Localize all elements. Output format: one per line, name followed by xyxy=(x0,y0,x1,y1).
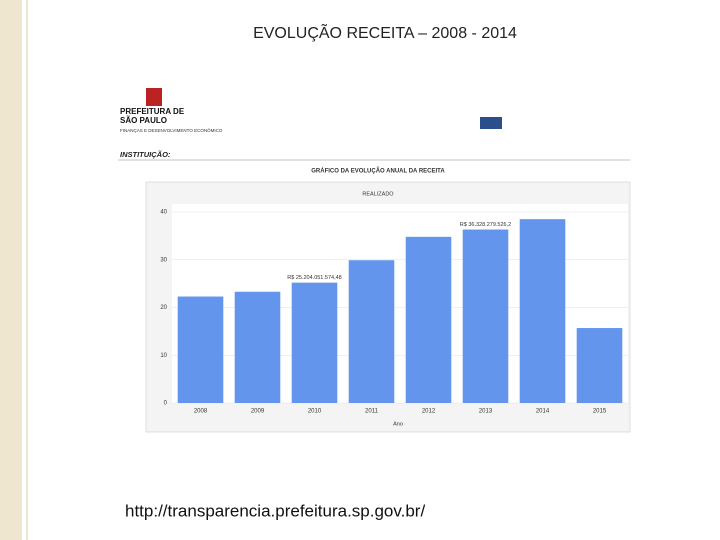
bar xyxy=(519,219,566,403)
x-tick-label: 2010 xyxy=(308,409,322,415)
chart-title: GRÁFICO DA EVOLUÇÃO ANUAL DA RECEITA xyxy=(311,168,445,175)
bar xyxy=(348,260,395,403)
y-tick-label: 10 xyxy=(160,353,167,359)
x-axis-label: Ano xyxy=(393,421,403,427)
x-tick-label: 2008 xyxy=(194,409,208,415)
y-tick-label: 20 xyxy=(160,305,167,311)
side-strip xyxy=(0,0,22,540)
x-tick-label: 2015 xyxy=(593,409,607,415)
y-tick-label: 30 xyxy=(160,257,167,263)
institution-label: INSTITUIÇÃO: xyxy=(120,150,171,159)
logo-text: PREFEITURA DE xyxy=(120,107,185,116)
bar xyxy=(576,328,623,403)
value-label: R$ 25.204.051.574,48 xyxy=(287,275,341,281)
bar xyxy=(234,291,281,403)
x-tick-label: 2012 xyxy=(422,409,436,415)
x-tick-label: 2009 xyxy=(251,409,265,415)
chart-subtitle: REALIZADO xyxy=(362,191,394,197)
x-tick-label: 2013 xyxy=(479,409,493,415)
y-tick-label: 0 xyxy=(164,401,168,407)
bar xyxy=(291,282,338,403)
logo-emblem xyxy=(146,88,162,106)
y-tick-label: 40 xyxy=(160,210,167,216)
bar xyxy=(462,229,509,403)
slide-title: EVOLUÇÃO RECEITA – 2008 - 2014 xyxy=(253,22,517,42)
bar xyxy=(177,296,224,403)
x-tick-label: 2011 xyxy=(365,409,379,415)
bar xyxy=(405,236,452,403)
value-label: R$ 36.328.279.526,2 xyxy=(460,222,511,228)
x-tick-label: 2014 xyxy=(536,409,550,415)
right-logo xyxy=(480,117,502,129)
url: http://transparencia.prefeitura.sp.gov.b… xyxy=(125,501,425,520)
logo-text: SÃO PAULO xyxy=(120,116,167,125)
logo-text: FINANÇAS E DESENVOLVIMENTO ECONÔMICO xyxy=(120,127,223,133)
